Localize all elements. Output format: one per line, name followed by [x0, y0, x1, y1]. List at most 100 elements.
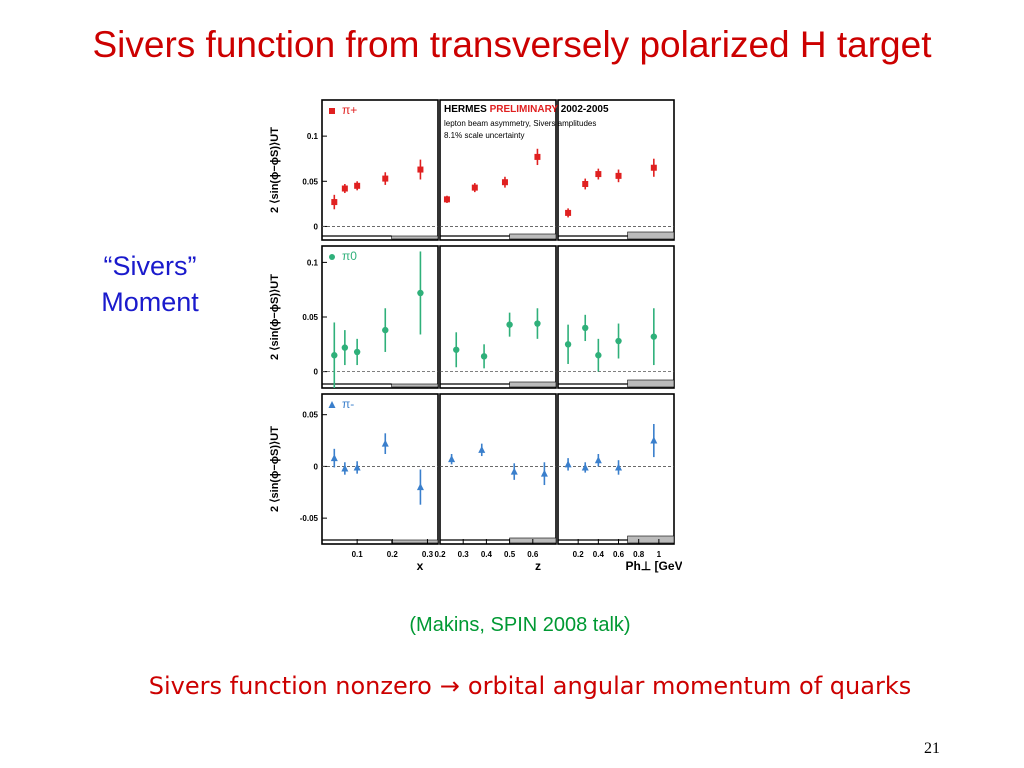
data-point	[650, 333, 658, 340]
data-point	[341, 464, 349, 472]
x-tick-label: 0.6	[613, 550, 625, 559]
y-tick-label: 0	[314, 462, 319, 471]
y-tick-label: 0.1	[307, 258, 319, 267]
data-point	[478, 445, 486, 453]
panel-frame	[557, 393, 675, 545]
panel-frame	[321, 393, 439, 545]
data-point	[331, 199, 338, 206]
header-preliminary: PRELIMINARY	[490, 104, 561, 115]
data-point	[582, 324, 589, 332]
data-point	[595, 171, 602, 178]
x-tick-label: 0.8	[633, 550, 645, 559]
data-point	[353, 463, 361, 471]
systematic-band	[391, 235, 439, 240]
x-tick-label: 0.2	[434, 550, 446, 559]
data-point	[341, 344, 349, 351]
x-axis-label: Ph⊥ [GeV]	[625, 559, 682, 573]
data-point	[417, 289, 424, 297]
y-tick-label: 0.05	[302, 313, 318, 322]
figure-header-line3: 8.1% scale uncertainty	[444, 131, 525, 140]
y-tick-label: 0	[314, 368, 319, 377]
data-point	[354, 182, 361, 189]
x-tick-label: 0.2	[573, 550, 585, 559]
conclusion-right: orbital angular momentum of quarks	[467, 672, 912, 700]
legend-label: π-	[342, 397, 354, 411]
x-tick-label: 0.1	[352, 550, 364, 559]
data-point	[448, 455, 456, 463]
x-tick-label: 0.4	[481, 550, 493, 559]
side-label-line1: “Sivers”	[103, 251, 197, 281]
data-point	[471, 184, 478, 191]
data-point	[594, 456, 602, 464]
data-point	[615, 337, 622, 345]
panel-frame	[439, 245, 557, 389]
panel-frame	[557, 245, 675, 389]
legend-marker	[328, 401, 336, 408]
data-point	[341, 185, 348, 192]
data-point	[453, 346, 460, 353]
x-axis-label: z	[535, 559, 541, 573]
systematic-band	[391, 539, 439, 544]
x-tick-label: 1	[657, 550, 662, 559]
systematic-band	[509, 381, 557, 388]
x-tick-label: 0.3	[458, 550, 470, 559]
systematic-band	[391, 383, 439, 388]
data-point	[595, 352, 602, 359]
legend-label: π0	[342, 249, 357, 263]
data-point	[534, 320, 541, 327]
data-point	[330, 454, 338, 462]
y-axis-label: 2 ⟨sin(ϕ−ϕS)⟩UT	[269, 426, 281, 512]
x-tick-label: 0.6	[527, 550, 539, 559]
panel-frame	[439, 393, 557, 545]
data-point	[615, 463, 623, 471]
panel-frame	[321, 245, 439, 389]
right-arrow-icon: →	[439, 672, 460, 700]
y-tick-label: 0.05	[302, 411, 318, 420]
conclusion-left: Sivers function nonzero	[148, 672, 432, 700]
data-point	[564, 460, 572, 468]
systematic-band	[627, 379, 675, 388]
figure-header-line1: HERMES PRELIMINARY 2002-2005	[444, 104, 609, 115]
sivers-moment-label: “Sivers” Moment	[60, 248, 240, 320]
panel-frame	[557, 99, 675, 241]
conclusion: Sivers function nonzero → orbital angular …	[60, 672, 1000, 700]
data-point	[443, 196, 450, 203]
header-hermes: HERMES	[444, 104, 490, 115]
hermes-sivers-figure: 2 ⟨sin(ϕ−ϕS)⟩UT 2 ⟨sin(ϕ−ϕS)⟩UT 2 ⟨sin(ϕ−ϕ…	[269, 99, 682, 573]
data-point	[650, 436, 658, 444]
panel-frame	[321, 99, 439, 241]
citation: (Makins, SPIN 2008 talk)	[409, 614, 631, 636]
data-point	[382, 326, 389, 334]
y-tick-label: 0.05	[302, 177, 318, 186]
y-tick-label: 0.1	[307, 132, 319, 141]
systematic-band	[509, 233, 557, 240]
header-years: 2002-2005	[561, 104, 609, 115]
y-axis-label: 2 ⟨sin(ϕ−ϕS)⟩UT	[269, 274, 281, 360]
data-point	[506, 321, 513, 328]
panel-frame	[439, 99, 557, 241]
y-axis-label: 2 ⟨sin(ϕ−ϕS)⟩UT	[269, 127, 281, 213]
data-point	[510, 467, 518, 475]
legend-marker	[329, 254, 335, 260]
data-point	[416, 483, 424, 491]
data-point	[381, 439, 389, 447]
systematic-band	[627, 231, 675, 240]
x-tick-label: 0.4	[593, 550, 605, 559]
data-point	[615, 172, 622, 179]
data-point	[417, 166, 424, 173]
data-point	[534, 153, 541, 160]
x-axis-label: x	[417, 559, 424, 573]
side-label-line2: Moment	[101, 287, 199, 317]
data-point	[650, 164, 657, 171]
y-tick-label: -0.05	[300, 514, 319, 523]
data-point	[353, 348, 361, 356]
data-point	[582, 181, 589, 187]
legend-marker	[329, 108, 335, 114]
data-point	[565, 209, 572, 216]
systematic-band	[627, 535, 675, 544]
data-point	[382, 175, 389, 182]
data-point	[564, 341, 572, 348]
data-point	[581, 463, 589, 471]
legend-label: π+	[342, 103, 357, 117]
data-point	[501, 179, 508, 186]
